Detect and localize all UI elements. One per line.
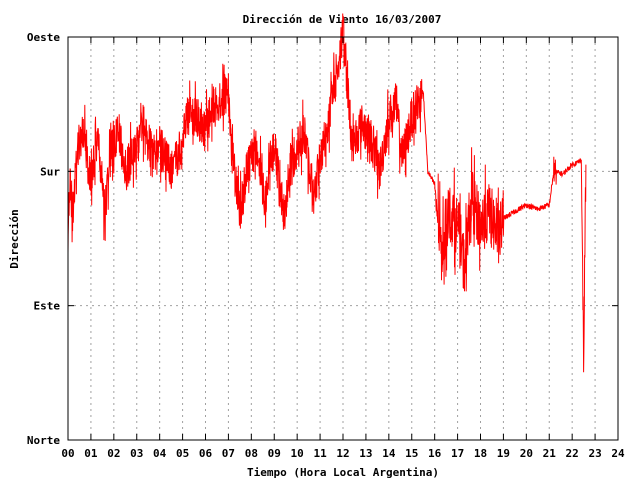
x-tick-label: 16 <box>428 447 442 460</box>
x-tick-label: 02 <box>107 447 120 460</box>
grid-lines <box>68 36 618 440</box>
y-tick-label: Oeste <box>27 31 60 44</box>
wind-direction-series-line <box>67 13 587 373</box>
x-tick-label: 20 <box>520 447 533 460</box>
x-tick-label: 19 <box>497 447 510 460</box>
tick-marks <box>67 36 619 441</box>
y-axis-label: Dirección <box>8 209 21 269</box>
y-tick-label: Este <box>34 300 61 313</box>
x-tick-label: 22 <box>566 447 579 460</box>
x-tick-label: 05 <box>176 447 189 460</box>
x-tick-label: 04 <box>153 447 167 460</box>
x-tick-label: 08 <box>245 447 258 460</box>
x-tick-label: 13 <box>359 447 372 460</box>
x-tick-label: 10 <box>291 447 304 460</box>
x-tick-label: 00 <box>61 447 74 460</box>
x-axis-label: Tiempo (Hora Local Argentina) <box>247 466 439 479</box>
x-tick-label: 14 <box>382 447 396 460</box>
x-tick-label: 01 <box>84 447 98 460</box>
x-tick-label: 09 <box>268 447 281 460</box>
chart-title: Dirección de Viento 16/03/2007 <box>243 13 442 26</box>
x-tick-label: 03 <box>130 447 143 460</box>
x-tick-label: 23 <box>588 447 601 460</box>
y-tick-labels: Norte Este Sur Oeste <box>27 31 60 447</box>
x-tick-labels: 00 01 02 03 04 05 06 07 08 09 10 11 12 13 14 15 16 17 18 19… <box>61 447 625 460</box>
y-tick-label: Norte <box>27 434 60 447</box>
x-tick-label: 07 <box>222 447 235 460</box>
x-tick-label: 18 <box>474 447 487 460</box>
x-tick-label: 12 <box>336 447 349 460</box>
x-tick-label: 24 <box>611 447 625 460</box>
series-layer <box>67 13 587 373</box>
x-tick-label: 06 <box>199 447 213 460</box>
y-tick-label: Sur <box>40 165 60 178</box>
x-tick-label: 21 <box>543 447 557 460</box>
x-tick-label: 15 <box>405 447 418 460</box>
x-tick-label: 17 <box>451 447 464 460</box>
x-tick-label: 11 <box>313 447 327 460</box>
